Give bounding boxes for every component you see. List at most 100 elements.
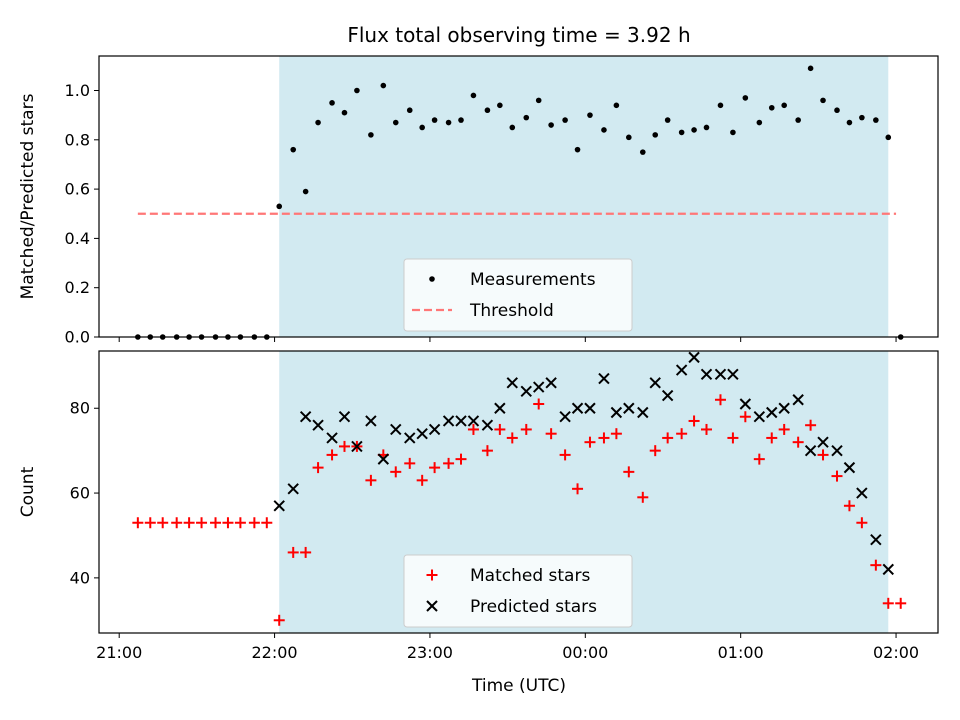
predicted-star-point-b	[545, 377, 557, 389]
measurement-point	[315, 119, 321, 126]
predicted-star-point-b	[559, 411, 571, 423]
predicted-star-point-b	[870, 533, 882, 546]
measurement-point	[756, 119, 763, 126]
predicted-star-point-b	[661, 389, 674, 402]
measurement-point	[302, 188, 309, 195]
predicted-star-point-b	[404, 432, 416, 444]
predicted-star-point-b	[817, 436, 829, 448]
predicted-star-point-b	[467, 415, 480, 427]
measurement-point	[458, 117, 464, 123]
measurement-point	[535, 97, 542, 104]
predicted-star-point-b	[804, 444, 817, 457]
x-axis-label: Time (UTC)	[471, 676, 566, 696]
measurement-point	[664, 117, 671, 123]
predicted-star-point-b	[778, 402, 790, 414]
measurement-point	[873, 117, 879, 123]
predicted-star-point-b	[623, 402, 635, 414]
measurement-point	[470, 92, 477, 99]
legend-label: Measurements	[470, 270, 596, 290]
measurement-point	[354, 87, 360, 94]
predicted-star-point-b	[351, 440, 363, 453]
predicted-star-point-b	[571, 402, 584, 414]
predicted-star-point-b	[843, 461, 856, 474]
measurement-point	[795, 117, 801, 123]
measurement-point	[626, 134, 632, 141]
measurement-point	[290, 146, 297, 153]
predicted-star-point-b	[675, 364, 688, 376]
predicted-star-point-b	[428, 423, 441, 436]
measurement-point	[807, 65, 814, 72]
predicted-star-point-b	[390, 423, 402, 436]
predicted-star-point-b	[766, 406, 778, 419]
measurement-point	[562, 117, 568, 123]
measurement-point	[484, 107, 491, 114]
measurement-point	[834, 107, 840, 114]
y-tick-label: 0.0	[65, 328, 90, 347]
predicted-star-point-b	[273, 500, 285, 512]
measurement-point	[341, 109, 348, 116]
y-tick-label: 40	[70, 568, 90, 587]
legend-box	[403, 554, 633, 628]
x-tick-label: 21:00	[96, 643, 142, 662]
top-panel: 0.0 0.2 0.4 0.6 0.8 1.0 Matched/Predicted star…	[18, 55, 939, 347]
measurement-point	[691, 127, 697, 133]
measurement-point	[885, 134, 892, 141]
measurement-point	[276, 203, 283, 210]
chart-title: Flux total observing time = 3.92 h	[347, 23, 690, 47]
predicted-star-point-b	[688, 351, 700, 364]
predicted-star-point-b	[610, 406, 623, 419]
predicted-star-point-b	[326, 432, 338, 444]
x-tick-label: 23:00	[407, 643, 453, 662]
measurement-point	[523, 114, 530, 121]
predicted-star-point-b	[700, 368, 713, 381]
measurement-point	[859, 114, 865, 121]
measurement-point	[678, 129, 685, 136]
predicted-star-point-b	[481, 419, 494, 431]
predicted-star-point-b	[442, 415, 455, 427]
predicted-star-point-b	[882, 563, 894, 576]
measurement-point	[509, 124, 516, 131]
y-tick-label: 60	[70, 484, 90, 503]
predicted-star-point-b	[494, 402, 506, 414]
predicted-star-point-b	[377, 453, 390, 465]
predicted-star-point-b	[727, 368, 739, 381]
predicted-star-point-b	[753, 411, 766, 423]
predicted-star-point-b	[520, 385, 532, 397]
y-tick-label: 1.0	[65, 81, 90, 100]
measurement-point	[717, 102, 724, 109]
bottom-panel: 40 60 80 21:00 22:00 23:00 00:00 01:00 02:00 Coun…	[18, 350, 939, 662]
legend-label: Predicted stars	[470, 597, 597, 617]
measurement-point	[329, 100, 335, 106]
measurement-point	[587, 112, 593, 118]
measurement-point	[639, 149, 646, 155]
measurement-point	[846, 119, 853, 126]
x-tick-label: 00:00	[562, 643, 608, 662]
measurement-point	[497, 102, 503, 109]
measurement-point	[445, 119, 452, 126]
predicted-star-point-b	[455, 415, 467, 427]
y-tick-label: 0.6	[65, 180, 90, 199]
predicted-star-point-b	[637, 406, 649, 419]
measurement-point	[601, 127, 607, 133]
measurement-point	[703, 124, 710, 131]
measurement-point	[781, 102, 787, 109]
y-axis-label: Count	[18, 466, 38, 517]
x-tick-label: 02:00	[873, 643, 919, 662]
measurement-point	[613, 102, 620, 109]
legend-x-icon-b	[426, 600, 438, 612]
predicted-star-point-b	[338, 411, 351, 423]
measurement-point	[380, 82, 387, 89]
predicted-star-point-b	[739, 398, 752, 410]
legend-box	[403, 258, 633, 332]
measurement-point	[574, 146, 581, 153]
predicted-star-point-b	[506, 377, 518, 389]
predicted-star-point-b	[831, 444, 843, 457]
predicted-star-point-b	[584, 402, 596, 414]
legend-label: Matched stars	[470, 566, 590, 586]
predicted-star-point-b	[299, 411, 312, 423]
measurement-point	[368, 132, 374, 138]
measurement-point	[392, 119, 399, 126]
measurement-point	[548, 122, 554, 128]
predicted-star-point-b	[649, 377, 661, 389]
measurement-point	[820, 97, 826, 104]
